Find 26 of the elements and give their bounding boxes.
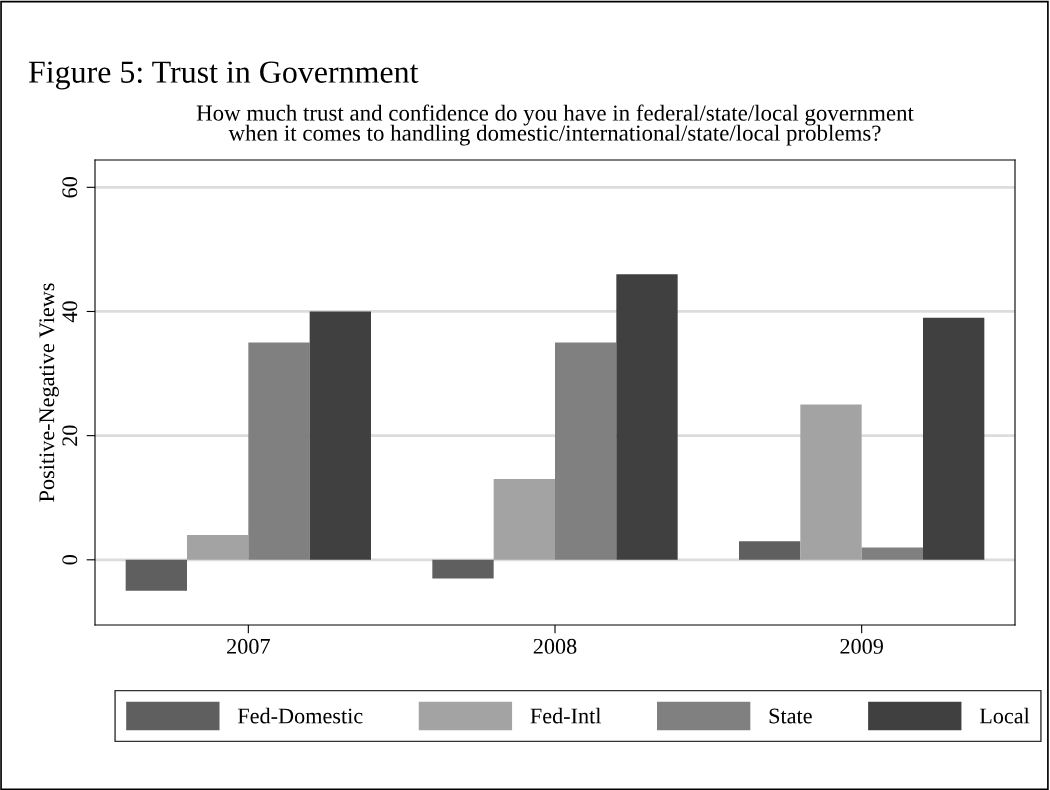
legend-label: Local (979, 707, 1030, 724)
bar (125, 559, 187, 591)
bar (555, 342, 617, 560)
bar (432, 559, 494, 579)
bar (923, 317, 985, 560)
bar (493, 479, 555, 560)
legend-label: Fed-Domestic (237, 707, 363, 724)
legend-label: State (769, 708, 812, 724)
bar (800, 404, 862, 560)
y-axis-title: Positive-Negative Views (39, 283, 59, 502)
bar (248, 342, 310, 560)
x-tick-label: 2009 (840, 638, 883, 654)
y-tick-label: 60 (62, 177, 78, 198)
x-tick-label: 2007 (227, 638, 270, 654)
bar (739, 541, 801, 560)
x-tick-label: 2008 (533, 638, 577, 654)
y-tick-label: 40 (62, 301, 78, 323)
bar (309, 311, 371, 560)
legend-label: Fed-Intl (530, 707, 602, 724)
chart-title: Figure 5: Trust in Government (28, 61, 419, 90)
chart-subtitle: How much trust and confidence do you have in federal/state/local government when it comes to handling domestic/international/state/local problems? (196, 104, 914, 146)
y-tick-label: 20 (62, 425, 78, 446)
bar (861, 547, 923, 560)
y-tick-label: 0 (62, 555, 78, 565)
bar (187, 534, 249, 560)
bar (616, 274, 678, 560)
